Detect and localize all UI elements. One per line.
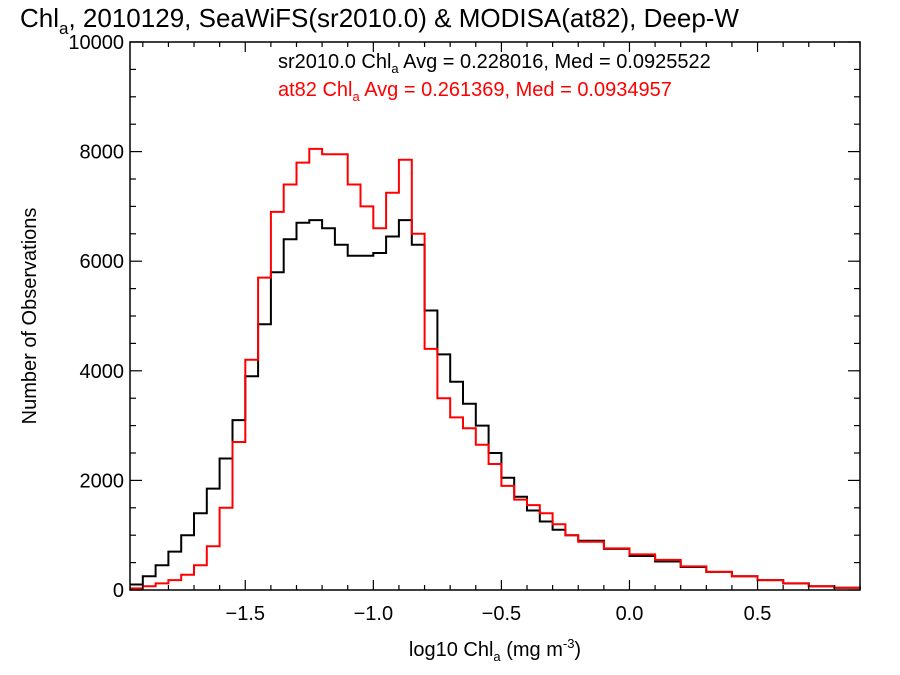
x-tick-label: −1.0 — [354, 603, 393, 625]
x-tick-label: −1.5 — [226, 603, 265, 625]
x-tick-label: −0.5 — [482, 603, 521, 625]
x-tick-label: 0.0 — [616, 603, 644, 625]
legend-entry-at82: at82 Chla Avg = 0.261369, Med = 0.093495… — [278, 79, 672, 104]
series-line-sr2010.0 — [130, 219, 861, 589]
series-layer — [130, 147, 861, 590]
series-line-at82 — [130, 147, 861, 590]
ticks-layer: −1.5 −1.0 −0.5 0.0 0.5 0 2000 4000 6000 8000 10000 — [68, 32, 861, 625]
y-tick-label: 6000 — [80, 251, 125, 273]
y-tick-label: 4000 — [80, 361, 125, 383]
legend-entry-sr2010: sr2010.0 Chla Avg = 0.228016, Med = 0.09… — [278, 51, 711, 76]
y-tick-label: 0 — [113, 580, 124, 602]
x-tick-label: 0.5 — [744, 603, 772, 625]
x-axis-label: log10 Chla (mg m-3) — [409, 636, 581, 664]
chart-title: Chla, 2010129, SeaWiFS(sr2010.0) & MODIS… — [20, 3, 739, 38]
y-axis-label: Number of Observations — [19, 208, 41, 425]
y-tick-label: 8000 — [80, 142, 125, 164]
y-tick-label: 10000 — [68, 32, 124, 54]
plot-frame — [129, 41, 861, 591]
y-tick-label: 2000 — [80, 470, 125, 492]
